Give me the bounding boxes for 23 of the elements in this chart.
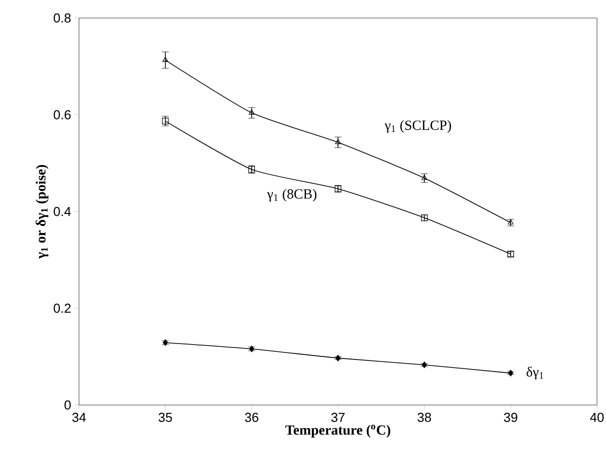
point	[335, 354, 341, 362]
x-tick-label: 36	[244, 412, 258, 422]
point	[422, 362, 427, 368]
x-tick-label: 34	[72, 412, 86, 422]
y-tick-label: 0.4	[54, 206, 71, 216]
point	[335, 139, 341, 144]
series-label: γ$_{1}$ (SCLCP)	[384, 120, 452, 133]
point	[421, 174, 428, 180]
point	[162, 56, 168, 62]
y-tick-label: 0.6	[54, 110, 71, 120]
x-tick-label: 39	[504, 412, 518, 422]
x-tick-label: 35	[158, 412, 172, 422]
y-tick-label: 0.2	[54, 304, 71, 313]
x-tick-label: 40	[590, 412, 604, 422]
y-tick-label: 0.8	[54, 13, 71, 23]
y-tick-label: 0	[64, 400, 71, 410]
x-axis-title: Temperature ($^{o}$C)	[285, 424, 390, 438]
x-tick-label: 38	[418, 412, 431, 422]
series-label: δγ$_{1}$	[526, 366, 544, 380]
point	[248, 110, 255, 115]
y-axis-title: γ$_{1}$ or δγ$_{1}$ (poise)	[36, 165, 48, 259]
x-tick-label: 37	[331, 412, 345, 422]
series-label: γ$_{1}$ (8CB)	[267, 188, 316, 202]
